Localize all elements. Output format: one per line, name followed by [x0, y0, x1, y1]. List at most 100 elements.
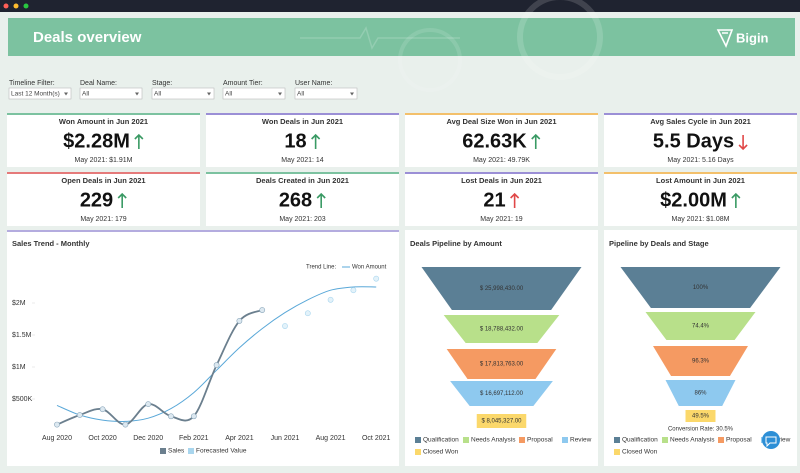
- filter-select[interactable]: [79, 87, 143, 100]
- kpi-accent: [7, 113, 200, 115]
- header-decoration: [517, 0, 603, 80]
- kpi-trend-arrow: [117, 192, 127, 208]
- x-tick-label: Oct 2021: [362, 435, 391, 442]
- kpi-title: Avg Deal Size Won in Jun 2021: [446, 117, 556, 126]
- funnel-label: 86%: [694, 391, 707, 397]
- legend-swatch[interactable]: [519, 437, 525, 443]
- funnel-segment: [421, 267, 582, 310]
- filter-select[interactable]: [222, 87, 286, 100]
- window-minimize[interactable]: [13, 3, 19, 9]
- funnel-segment: [645, 312, 756, 340]
- header-band: [8, 18, 795, 56]
- sales-point: [259, 307, 266, 313]
- funnel-label: $ 17,813,763.00: [480, 362, 524, 368]
- kpi-title: Lost Deals in Jun 2021: [461, 176, 542, 185]
- kpi-previous: May 2021: 5.16 Days: [667, 157, 734, 164]
- dropdown-arrow: [64, 92, 68, 96]
- sales-point: [122, 421, 129, 428]
- kpi-value: 62.63K: [462, 130, 527, 152]
- kpi-previous: May 2021: $1.91M: [75, 157, 133, 164]
- legend-swatch[interactable]: [415, 449, 421, 455]
- filter-value: All: [154, 91, 162, 98]
- kpi-accent: [604, 113, 797, 115]
- funnel-label: $ 18,788,432.00: [480, 327, 524, 333]
- panel: [7, 230, 399, 466]
- panel-accent: [7, 230, 399, 232]
- kpi-previous: May 2021: $1.08M: [672, 216, 730, 223]
- forecast-point: [304, 310, 311, 317]
- legend-label: Sales: [168, 448, 185, 455]
- filter-label: Stage:: [152, 80, 172, 87]
- trend-legend-title: Trend Line:: [306, 265, 336, 271]
- funnel-note: Conversion Rate: 30.5%: [668, 427, 734, 433]
- kpi-trend-arrow: [316, 192, 326, 208]
- legend-swatch[interactable]: [614, 437, 620, 443]
- filter-select[interactable]: [294, 87, 358, 100]
- sales-point: [145, 401, 152, 408]
- kpi-card: [405, 113, 598, 167]
- sales-point: [54, 421, 60, 428]
- chat-icon: [765, 436, 777, 448]
- x-tick-label: Apr 2021: [225, 435, 254, 442]
- window-maximize[interactable]: [23, 3, 29, 9]
- filter-label: Deal Name:: [80, 80, 117, 87]
- y-tick-label: $1M: [12, 364, 26, 371]
- kpi-card: [206, 172, 399, 226]
- legend-label: Closed Won: [622, 449, 658, 456]
- legend-label: Review: [570, 437, 592, 444]
- legend-swatch[interactable]: [463, 437, 469, 443]
- legend-swatch[interactable]: [562, 437, 568, 443]
- kpi-card: [7, 113, 200, 167]
- x-tick-label: Aug 2020: [42, 435, 72, 442]
- x-tick-label: Feb 2021: [179, 435, 209, 442]
- kpi-title: Lost Amount in Jun 2021: [656, 176, 745, 185]
- funnel-label: 49.5%: [692, 414, 710, 420]
- legend-label: Proposal: [726, 437, 752, 444]
- kpi-value: 268: [279, 189, 312, 211]
- forecast-point: [282, 323, 288, 329]
- panel-title: Pipeline by Deals and Stage: [609, 239, 709, 248]
- legend-swatch[interactable]: [614, 449, 620, 455]
- funnel-label: $ 16,697,112.00: [480, 391, 524, 397]
- kpi-trend-arrow: [531, 133, 541, 149]
- panel: [405, 230, 598, 466]
- kpi-trend-arrow: [731, 192, 741, 208]
- filter-select[interactable]: [151, 87, 215, 100]
- kpi-title: Deals Created in Jun 2021: [256, 176, 349, 185]
- filter-value: Last 12 Month(s): [11, 91, 60, 98]
- legend-swatch[interactable]: [662, 437, 668, 443]
- funnel-segment: [620, 267, 781, 308]
- funnel-segment: [476, 414, 527, 428]
- kpi-trend-arrow: [311, 133, 321, 149]
- kpi-card: [206, 113, 399, 167]
- legend-swatch[interactable]: [160, 448, 166, 454]
- kpi-accent: [7, 172, 200, 174]
- filter-select[interactable]: [8, 87, 72, 100]
- funnel-segment: [446, 349, 557, 379]
- dropdown-arrow: [278, 92, 282, 96]
- legend-label: Qualification: [622, 437, 658, 444]
- funnel-segment: [443, 315, 560, 343]
- filter-value: All: [297, 91, 305, 98]
- legend-swatch[interactable]: [718, 437, 724, 443]
- legend-swatch[interactable]: [188, 448, 194, 454]
- window-close[interactable]: [3, 3, 9, 9]
- legend-swatch[interactable]: [415, 437, 421, 443]
- brand-logo: [716, 29, 734, 48]
- sales-point: [190, 413, 197, 420]
- kpi-accent: [405, 113, 598, 115]
- kpi-trend-arrow: [738, 135, 748, 151]
- kpi-previous: May 2021: 203: [279, 216, 325, 223]
- kpi-card: [405, 172, 598, 226]
- kpi-previous: May 2021: 14: [281, 157, 324, 164]
- funnel-label: 96.3%: [692, 359, 710, 365]
- filter-label: Timeline Filter:: [9, 80, 55, 87]
- kpi-value: 5.5 Days: [653, 130, 734, 152]
- legend-label: Forecasted Value: [196, 448, 247, 455]
- chat-button[interactable]: [762, 431, 780, 449]
- funnel-segment: [685, 410, 716, 422]
- kpi-trend-arrow: [134, 133, 144, 149]
- forecast-point: [350, 287, 357, 294]
- funnel-label: 100%: [693, 285, 709, 291]
- sales-point: [213, 362, 220, 368]
